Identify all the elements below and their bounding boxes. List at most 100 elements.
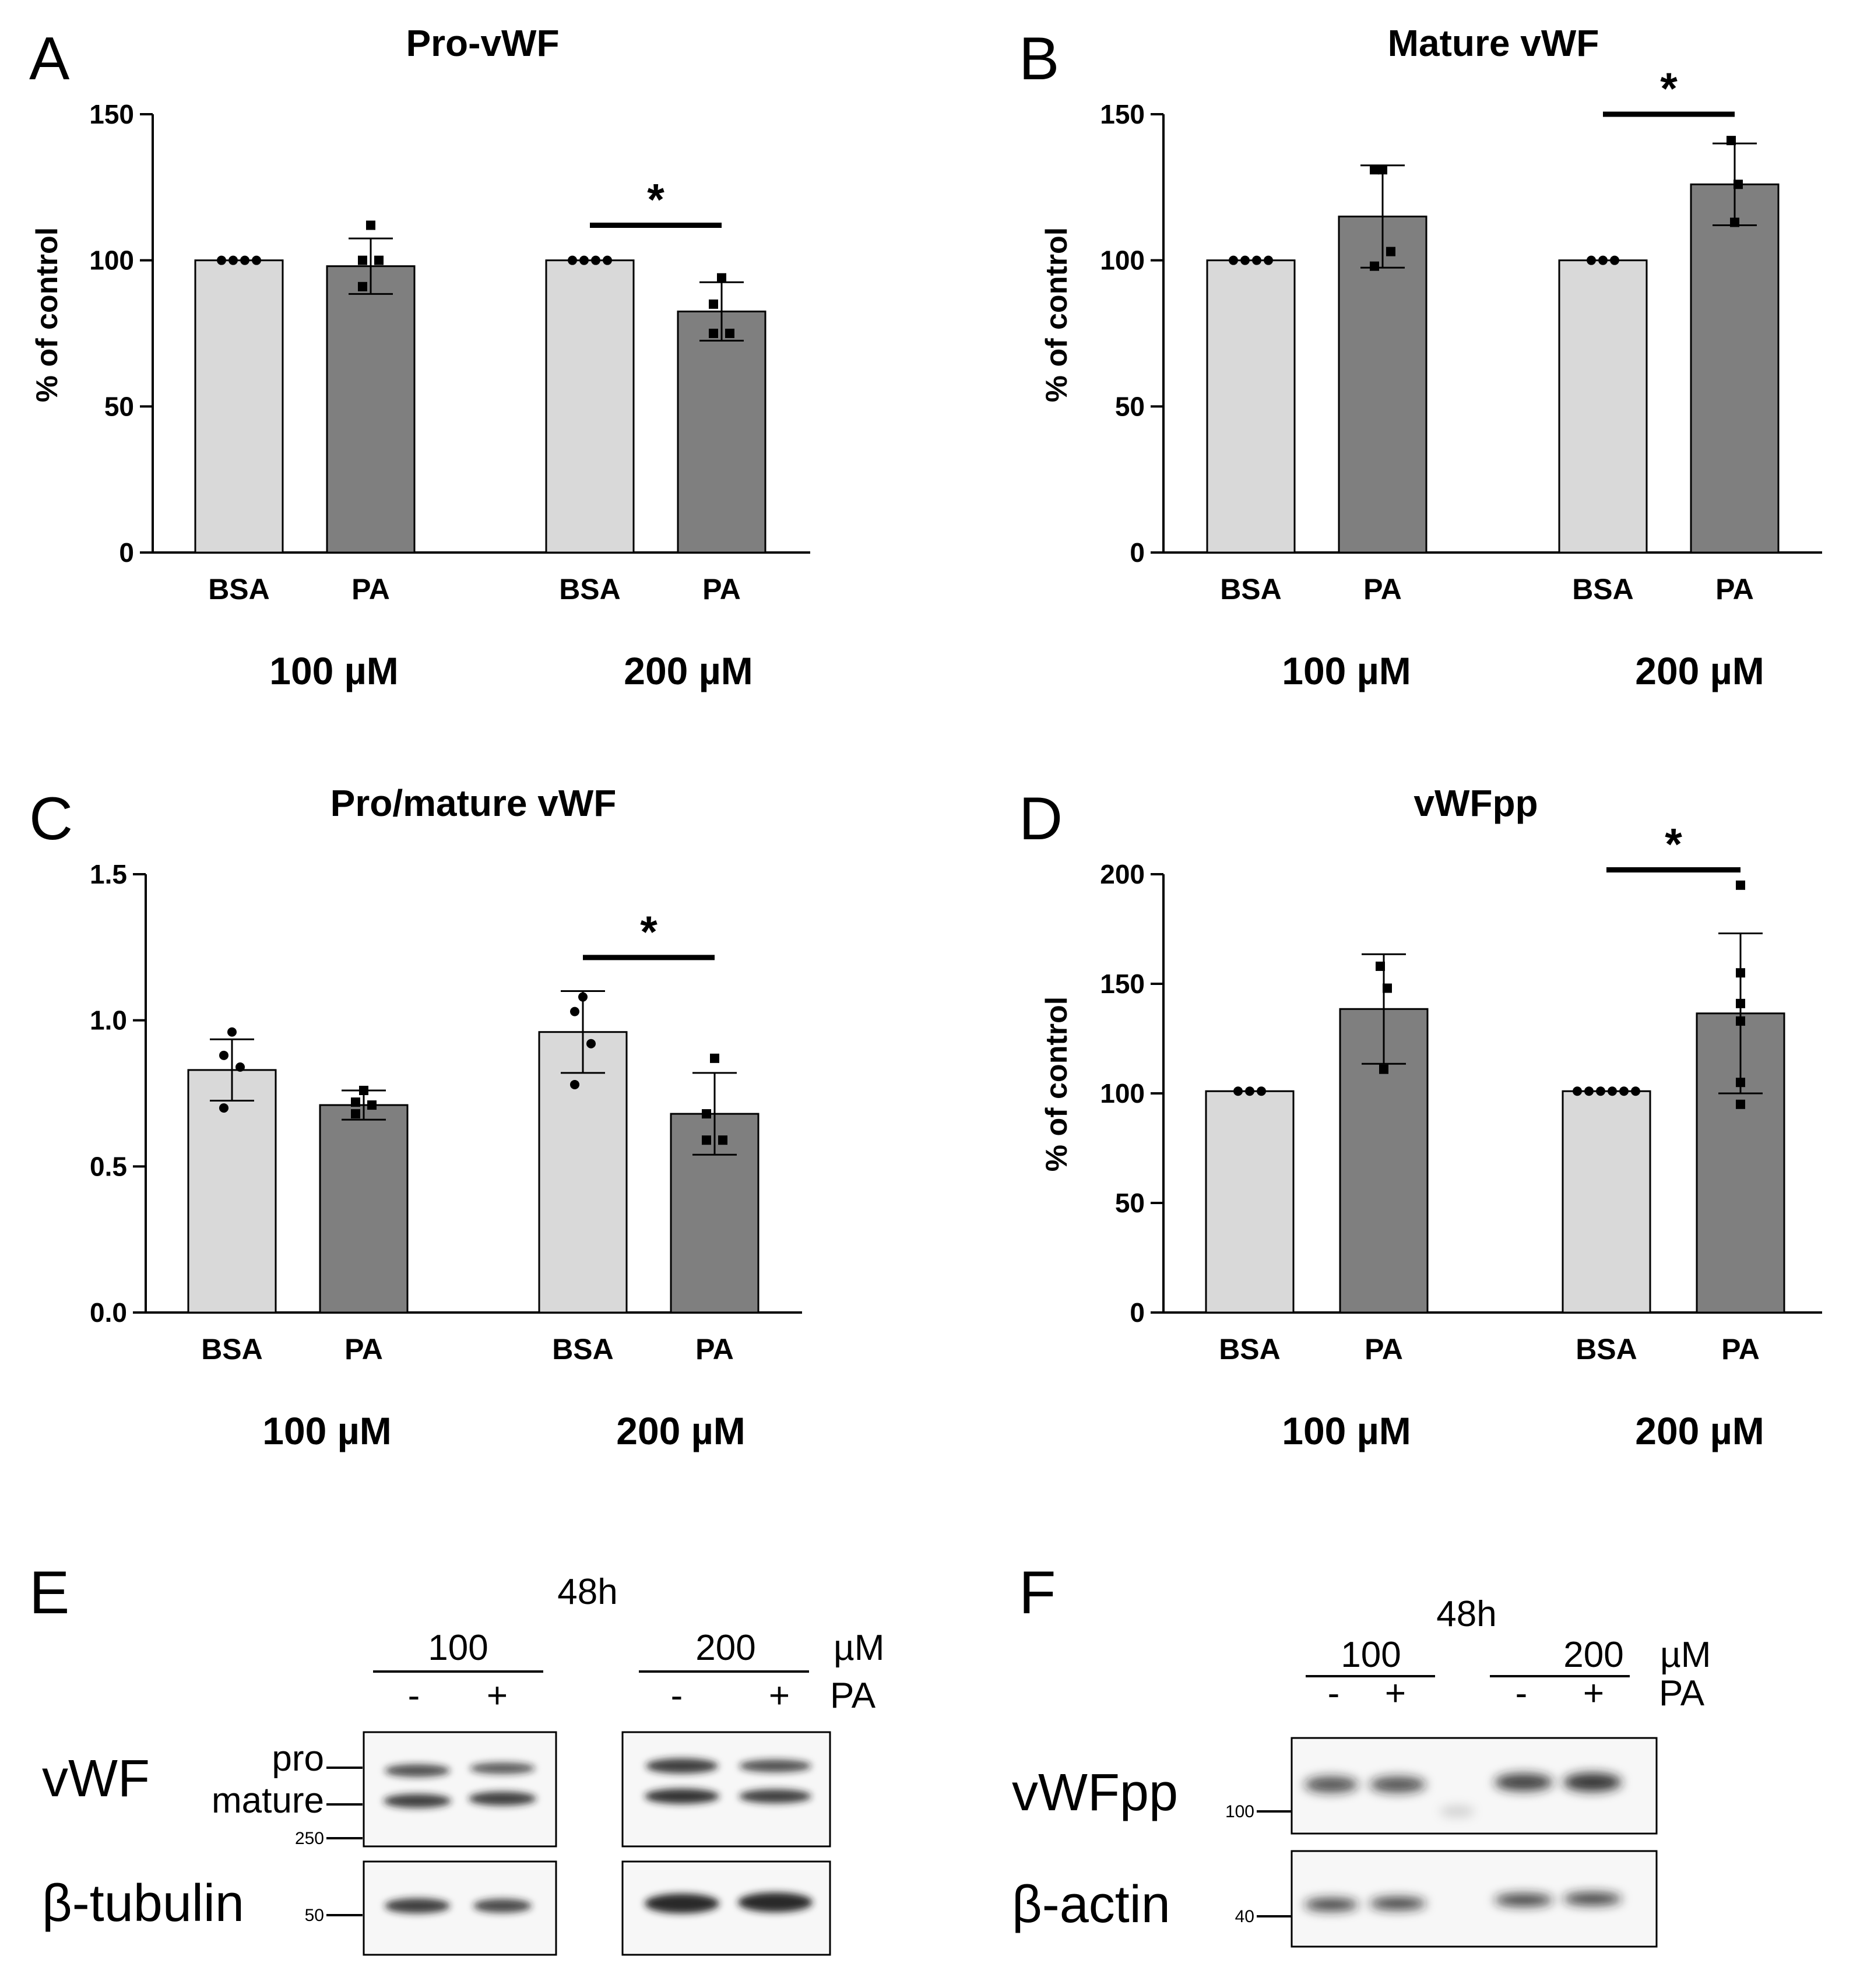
y-tick-label: 0.0 [90,1297,127,1328]
category-label: PA [1365,1333,1403,1366]
data-point [1596,1086,1605,1096]
lane-sign-f-4: + [1583,1673,1604,1713]
plot-area-a: 0 50 100 150 BSA PA BSA PA * [89,99,810,606]
data-point [252,255,261,265]
data-point [568,255,577,265]
group-label-a-200: 200 µM [624,649,753,692]
lane-sign-e-4: + [769,1676,790,1716]
data-point [1240,255,1250,265]
group-label-d-200: 200 µM [1635,1409,1764,1452]
bar [326,265,416,554]
bar [1205,1090,1295,1314]
data-point [219,1103,228,1113]
group-label-b-100: 100 µM [1282,649,1411,692]
data-point [709,299,718,309]
lane-sign-f-2: + [1385,1673,1406,1713]
y-tick-label: 50 [1115,391,1145,421]
data-point [1727,136,1736,146]
band-f-vwfpp-3 [1495,1774,1553,1791]
y-axis-label-d: % of control [1040,997,1074,1171]
lane-sign-e-2: + [487,1676,508,1716]
category-label: PA [1715,573,1754,606]
data-point [359,1085,368,1095]
category-label: PA [1721,1333,1760,1366]
bar [1558,259,1648,554]
chart-panel-b: B Mature vWF % of control 0 50 100 150 BSA PA… [1019,22,1822,692]
category-label: PA [344,1333,383,1366]
protein-label-b-actin: β-actin [1012,1876,1170,1934]
data-point [586,1039,596,1048]
significance-star: * [1665,819,1682,869]
data-point [358,282,367,291]
data-point [1229,255,1238,265]
band-e-tubulin-4 [738,1892,813,1912]
mw-marker-50: 50 [305,1906,324,1925]
data-point [1736,1099,1745,1109]
data-point [1730,217,1739,227]
significance-star: * [640,907,657,957]
data-point [351,1097,360,1107]
bar [1690,183,1780,554]
y-tick-label: 1.0 [90,1005,127,1036]
data-point [374,255,384,265]
band-e-tubulin-2 [473,1899,532,1913]
western-blot-f: F 48h 100 200 µM - + - + PA vWFpp β-acti… [1012,1559,1711,1948]
data-point [717,273,726,283]
data-point [1264,255,1273,265]
y-tick-label: 150 [1100,969,1145,999]
data-point [1383,983,1392,993]
blot-bands-f [1305,1773,1622,1911]
group-label-c-200: 200 µM [616,1409,745,1452]
category-label: BSA [1576,1333,1637,1366]
protein-label-b-tubulin: β-tubulin [42,1874,244,1933]
data-point [1386,247,1395,256]
band-e-pro-3 [646,1758,718,1774]
chart-title-b: Mature vWF [1388,22,1599,64]
group-label-c-100: 100 µM [262,1409,391,1452]
mw-marker-100: 100 [1225,1802,1254,1821]
data-point [1736,1078,1745,1088]
band-e-mature-2 [469,1792,536,1806]
data-point [591,255,600,265]
panel-letter-a: A [29,25,70,93]
panel-letter-d: D [1019,785,1063,853]
data-point [1376,961,1385,971]
data-point [1573,1086,1582,1096]
bar [545,259,635,554]
category-label: BSA [208,573,270,606]
dose-label-f-200: 200 [1563,1635,1623,1675]
lane-sign-f-1: - [1328,1673,1340,1713]
data-point [1736,1016,1745,1026]
lane-sign-f-3: - [1516,1673,1528,1713]
panel-letter-e: E [29,1559,69,1627]
y-tick-label: 100 [1100,245,1145,276]
bar [319,1104,409,1314]
data-point [1736,968,1745,978]
data-point [725,329,734,338]
data-point [227,1027,237,1037]
plot-area-b: 0 50 100 150 BSA PA BSA PA * [1100,64,1822,606]
time-label-e: 48h [557,1572,617,1612]
category-label: BSA [552,1333,614,1366]
data-point [603,255,612,265]
y-tick-label: 0 [119,537,134,568]
dose-label-e-100: 100 [428,1628,488,1668]
data-point [709,329,718,338]
category-label: BSA [201,1333,263,1366]
data-point [1619,1086,1629,1096]
data-point [1257,1086,1266,1096]
data-point [1233,1086,1243,1096]
y-tick-label: 100 [1100,1078,1145,1109]
time-label-f: 48h [1436,1594,1496,1634]
data-point [1587,255,1596,265]
significance-star: * [1660,64,1678,114]
data-point [219,1050,228,1060]
band-e-pro-4 [739,1760,811,1772]
y-tick-label: 1.5 [90,859,127,889]
bar [187,1069,277,1314]
data-point [1245,1086,1254,1096]
plot-area-c: 0.0 0.5 1.0 1.5 BSA PA BSA PA * [90,859,802,1366]
western-blot-e: E 48h 100 200 µM - + - + PA vWF β-tubuli… [29,1559,884,1956]
data-point [351,1109,360,1119]
